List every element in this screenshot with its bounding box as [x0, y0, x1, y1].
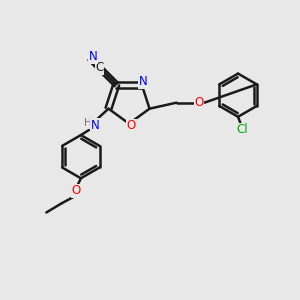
Text: O: O	[194, 96, 204, 109]
Text: N: N	[139, 75, 148, 88]
Text: O: O	[72, 184, 81, 197]
Text: Cl: Cl	[236, 124, 248, 136]
Text: C: C	[96, 61, 104, 74]
Text: H: H	[85, 118, 92, 128]
Text: N: N	[89, 50, 98, 63]
Text: O: O	[127, 119, 136, 132]
Text: N: N	[91, 119, 100, 132]
